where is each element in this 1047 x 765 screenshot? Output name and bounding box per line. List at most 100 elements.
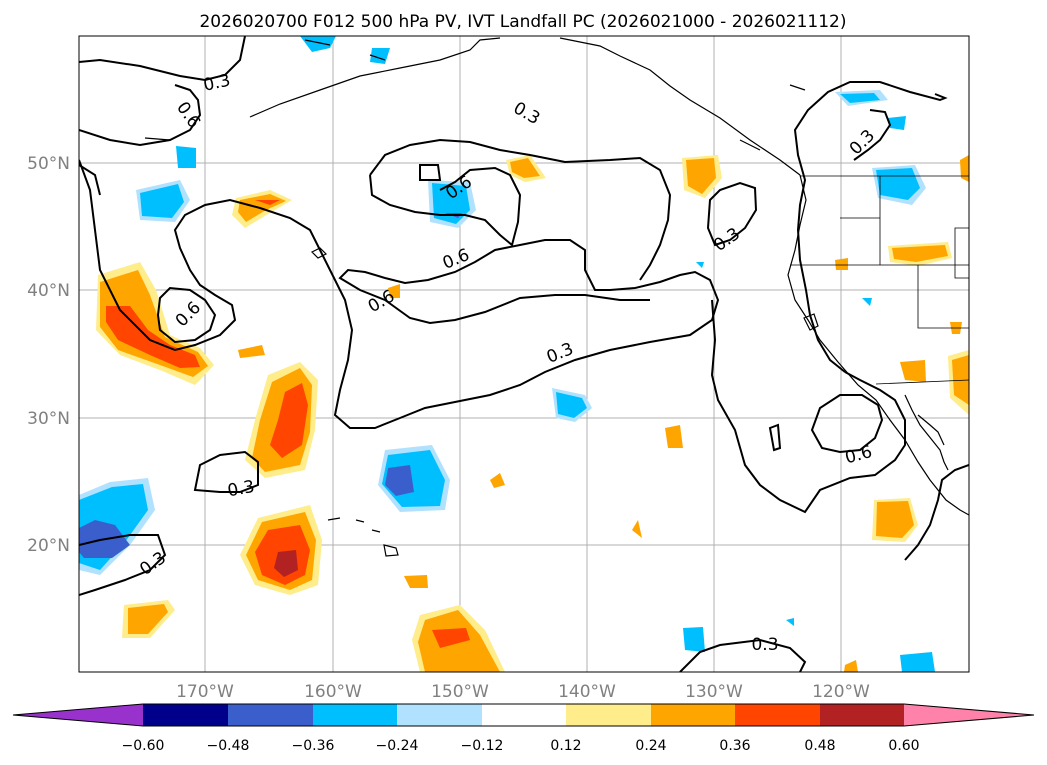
colorbar-swatch xyxy=(313,704,397,726)
map-panel: 0.3 0.6 0.3 0.6 0.6 0.6 0.3 0.3 0.6 0.3 … xyxy=(78,35,970,673)
contour-line xyxy=(369,166,522,247)
contour-line xyxy=(193,450,259,493)
contour-label: 0.3 xyxy=(751,635,778,655)
lat-label: 40°N xyxy=(27,281,70,301)
colorbar-swatch xyxy=(651,704,735,726)
colorbar-tick-label: 0.60 xyxy=(888,738,919,754)
border-state-lines xyxy=(790,176,969,385)
colorbar-tick-label: −0.48 xyxy=(207,738,250,754)
shading-negative-region xyxy=(176,146,196,168)
colorbar-tick-label: −0.36 xyxy=(292,738,335,754)
colorbar-tick-label: 0.12 xyxy=(550,738,581,754)
lat-label: 30°N xyxy=(27,409,70,429)
contour-line xyxy=(706,181,758,247)
map-title: 2026020700 F012 500 hPa PV, IVT Landfall… xyxy=(199,12,846,32)
contour-label: 0.3 xyxy=(226,477,256,501)
colorbar: −0.60 −0.48 −0.36 −0.24 −0.12 0.12 0.24 … xyxy=(12,703,1035,754)
contour-line xyxy=(79,164,101,196)
contour-line xyxy=(369,138,672,281)
contour-line xyxy=(79,159,720,429)
coastline-hawaii xyxy=(327,517,399,557)
shading-positive-region xyxy=(844,660,858,672)
colorbar-tick-label: −0.60 xyxy=(122,738,165,754)
contour-line xyxy=(79,534,167,596)
shading-negative-region xyxy=(140,184,184,218)
shading-positive-region xyxy=(238,345,265,358)
shading-positive-region xyxy=(106,306,200,368)
colorbar-tick-label: −0.24 xyxy=(376,738,419,754)
shading-negative-region xyxy=(786,618,794,626)
contour-line xyxy=(156,286,217,344)
shading-positive-region xyxy=(665,425,683,448)
contour-line xyxy=(904,464,969,561)
shading-positive-region xyxy=(404,575,428,588)
colorbar-swatch xyxy=(397,704,482,726)
shading-positive-region xyxy=(876,501,914,538)
contour-line xyxy=(79,84,202,147)
colorbar-outline xyxy=(12,703,1035,727)
shading-positive-region xyxy=(892,245,948,262)
shading-negative-region xyxy=(696,262,704,268)
colorbar-swatch xyxy=(820,704,904,726)
shading-negative-region xyxy=(900,652,935,672)
coastline-baja xyxy=(904,394,949,471)
colorbar-swatch xyxy=(566,704,651,726)
colorbar-swatch xyxy=(482,704,566,726)
contour-line xyxy=(710,299,906,514)
shading-positive-region xyxy=(388,284,400,298)
borders xyxy=(790,175,969,385)
shading-negative-region xyxy=(840,93,880,103)
shading-negative-region xyxy=(556,392,587,418)
shading-positive-region xyxy=(274,550,298,577)
colorbar-tick-label: 0.36 xyxy=(719,738,750,754)
map-background xyxy=(79,36,969,672)
shading-positive-region xyxy=(835,258,848,270)
shading-positive-region xyxy=(432,628,470,648)
colorbar-tick-label: 0.48 xyxy=(804,738,835,754)
contour-line xyxy=(793,81,948,373)
contour-line xyxy=(810,394,884,454)
colorbar-extend-low xyxy=(13,704,143,726)
contour-line xyxy=(679,638,807,672)
shading-positive-region xyxy=(510,158,540,178)
shading-positive-region xyxy=(900,360,926,382)
colorbar-swatch xyxy=(228,704,313,726)
lon-label: 150°W xyxy=(431,682,489,702)
pv-contours xyxy=(79,36,969,672)
lon-label: 120°W xyxy=(812,682,870,702)
shading-positive-region xyxy=(270,383,308,458)
lon-label: 170°W xyxy=(176,682,234,702)
colorbar-swatch xyxy=(143,704,228,726)
lon-label: 160°W xyxy=(304,682,362,702)
lat-label: 50°N xyxy=(27,154,70,174)
contour-line xyxy=(419,164,442,181)
shading-negative-region xyxy=(683,627,705,652)
map-frame xyxy=(78,35,970,673)
colorbar-tick-label: −0.12 xyxy=(461,738,504,754)
colorbar-extend-high xyxy=(904,704,1034,726)
shading-positive-region xyxy=(632,520,642,538)
colorbar-tick-label: 0.24 xyxy=(635,738,666,754)
shading-negative-region xyxy=(385,465,414,496)
latitude-labels: 50°N 40°N 30°N 20°N xyxy=(27,154,70,556)
shading-negative-region xyxy=(300,36,336,52)
shading-negative-region xyxy=(888,116,906,130)
shading-positive-region xyxy=(128,604,168,634)
lon-label: 140°W xyxy=(558,682,616,702)
coastline-alaska xyxy=(249,37,801,176)
lon-label: 130°W xyxy=(685,682,743,702)
shading-positive-region xyxy=(490,473,505,488)
coastline-islands xyxy=(144,39,806,151)
contour-line xyxy=(853,109,892,161)
contour-line xyxy=(79,36,246,82)
longitude-labels: 170°W 160°W 150°W 140°W 130°W 120°W xyxy=(176,682,870,702)
shading-positive-region xyxy=(255,200,280,205)
contour-line xyxy=(768,423,782,452)
shading-positive-region xyxy=(686,158,716,194)
colorbar-swatch xyxy=(735,704,820,726)
shading-negative-region xyxy=(862,298,872,306)
shading-positive-region xyxy=(960,155,969,182)
ivt-shading xyxy=(79,36,969,672)
lat-label: 20°N xyxy=(27,536,70,556)
